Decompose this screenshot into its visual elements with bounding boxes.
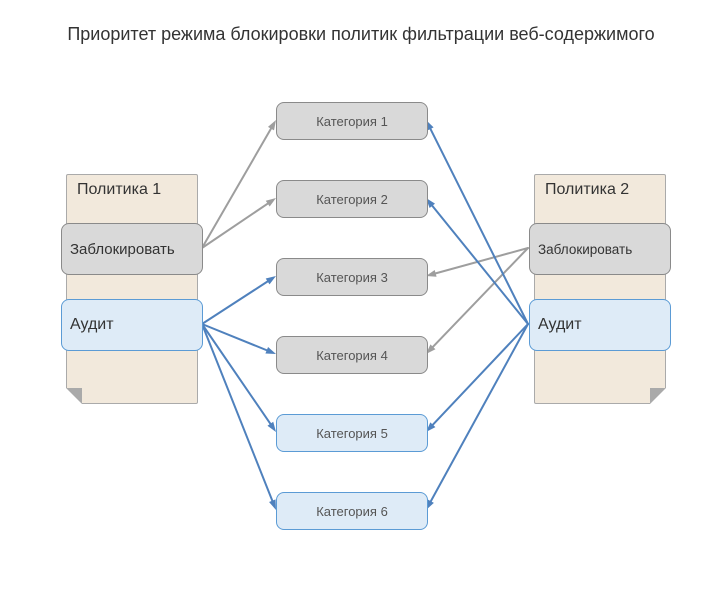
- diagram-stage: Приоритет режима блокировки политик филь…: [0, 0, 714, 598]
- policy-2-card: Политика 2 Заблокировать Аудит: [534, 174, 666, 404]
- category-2: Категория 2: [276, 180, 428, 218]
- category-6-label: Категория 6: [316, 504, 388, 519]
- category-4: Категория 4: [276, 336, 428, 374]
- policy-1-mode-audit: Аудит: [61, 299, 203, 351]
- category-3: Категория 3: [276, 258, 428, 296]
- policy-1-mode-block: Заблокировать: [61, 223, 203, 275]
- note-dogear-icon: [650, 388, 666, 404]
- note-dogear-icon: [66, 388, 82, 404]
- category-1-label: Категория 1: [316, 114, 388, 129]
- policy-2-mode-audit: Аудит: [529, 299, 671, 351]
- category-5-label: Категория 5: [316, 426, 388, 441]
- policy-2-title: Политика 2: [545, 181, 629, 199]
- policy-2-mode-audit-label: Аудит: [538, 316, 582, 334]
- policy-1-mode-block-label: Заблокировать: [70, 241, 175, 258]
- policy-1-title: Политика 1: [77, 181, 161, 199]
- category-5: Категория 5: [276, 414, 428, 452]
- category-3-label: Категория 3: [316, 270, 388, 285]
- category-1: Категория 1: [276, 102, 428, 140]
- diagram-title: Приоритет режима блокировки политик филь…: [46, 24, 676, 45]
- policy-1-mode-audit-label: Аудит: [70, 316, 114, 334]
- policy-2-mode-block-label: Заблокировать: [538, 242, 632, 257]
- category-2-label: Категория 2: [316, 192, 388, 207]
- category-6: Категория 6: [276, 492, 428, 530]
- policy-2-mode-block: Заблокировать: [529, 223, 671, 275]
- category-4-label: Категория 4: [316, 348, 388, 363]
- policy-1-card: Политика 1 Заблокировать Аудит: [66, 174, 198, 404]
